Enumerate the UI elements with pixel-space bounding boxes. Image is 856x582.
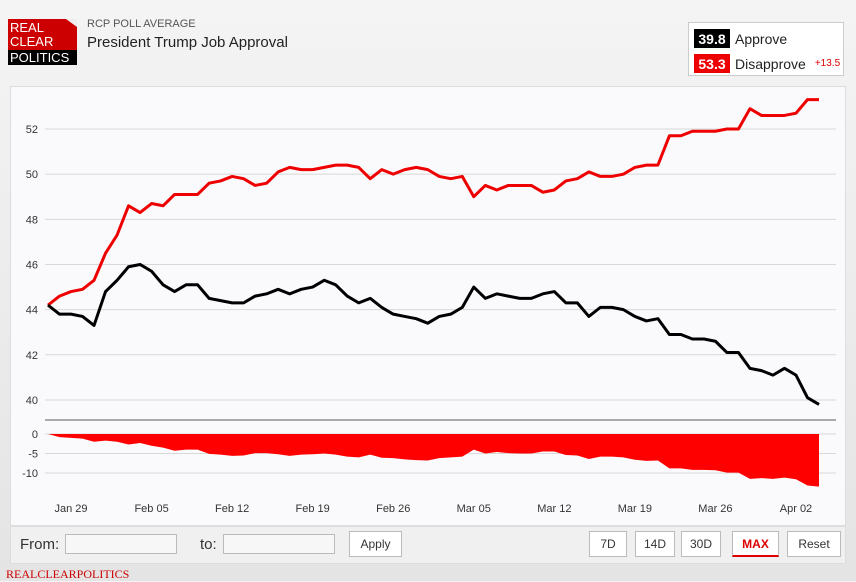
- y-tick-label: 44: [26, 305, 38, 317]
- approve-label: Approve: [735, 30, 788, 47]
- x-tick-label: Feb 12: [215, 503, 249, 515]
- y-tick-label: 40: [26, 395, 38, 407]
- disapprove-line: [47, 98, 819, 307]
- to-date-input[interactable]: [223, 534, 335, 554]
- apply-button[interactable]: Apply: [349, 531, 402, 557]
- date-range-controls: From: to: Apply 7D 14D 30D MAX Reset: [10, 526, 846, 564]
- svg-text:CLEAR: CLEAR: [10, 34, 53, 49]
- y-tick-label: 42: [26, 350, 38, 362]
- x-tick-label: Apr 02: [780, 503, 812, 515]
- from-date-input[interactable]: [65, 534, 177, 554]
- spread-y-tick-label: -5: [28, 449, 38, 461]
- range-7d-button[interactable]: 7D: [589, 531, 627, 557]
- disapprove-value: 53.3: [694, 54, 730, 73]
- spread-y-tick-label: -10: [22, 468, 38, 480]
- x-tick-label: Mar 05: [457, 503, 491, 515]
- legend: 39.8 Approve 53.3 Disapprove +13.5: [688, 22, 844, 76]
- spread-y-tick-label: 0: [32, 429, 38, 441]
- range-14d-button[interactable]: 14D: [635, 531, 675, 557]
- x-tick-label: Mar 12: [537, 503, 571, 515]
- x-tick-label: Feb 19: [296, 503, 330, 515]
- from-label: From:: [20, 536, 60, 553]
- x-tick-label: Feb 26: [376, 503, 410, 515]
- x-tick-label: Feb 05: [134, 503, 168, 515]
- spread-value: +13.5: [814, 58, 841, 69]
- rcp-logo: REAL CLEAR POLITICS: [8, 19, 77, 65]
- spread-area: [48, 434, 819, 487]
- svg-text:REAL: REAL: [10, 20, 44, 35]
- approve-line: [47, 262, 820, 406]
- x-tick-label: Mar 19: [618, 503, 652, 515]
- disapprove-label: Disapprove: [735, 55, 806, 72]
- to-label: to:: [200, 536, 217, 553]
- svg-text:POLITICS: POLITICS: [10, 50, 70, 65]
- range-30d-button[interactable]: 30D: [681, 531, 721, 557]
- approve-value: 39.8: [694, 29, 730, 48]
- y-tick-label: 50: [26, 169, 38, 181]
- legend-disapprove: 53.3 Disapprove +13.5: [694, 54, 840, 73]
- y-tick-label: 46: [26, 259, 38, 271]
- x-tick-label: Mar 26: [698, 503, 732, 515]
- y-tick-label: 52: [26, 124, 38, 136]
- kicker: RCP POLL AVERAGE: [87, 18, 196, 30]
- reset-button[interactable]: Reset: [787, 531, 841, 557]
- footer-brand: REALCLEARPOLITICS: [6, 567, 130, 581]
- legend-approve: 39.8 Approve: [694, 29, 787, 48]
- range-max-button[interactable]: MAX: [732, 531, 779, 557]
- x-tick-label: Jan 29: [54, 503, 87, 515]
- page-title: President Trump Job Approval: [87, 34, 288, 51]
- y-tick-label: 48: [26, 214, 38, 226]
